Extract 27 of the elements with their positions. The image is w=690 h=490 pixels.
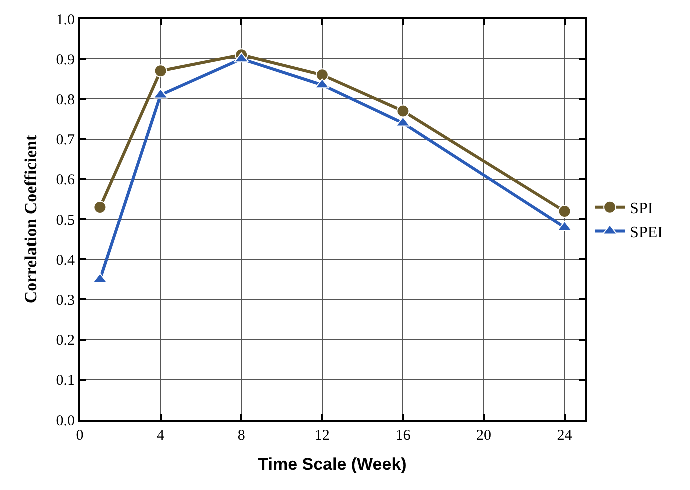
x-tick-label: 0: [76, 428, 84, 444]
point: [396, 104, 410, 118]
point: [154, 64, 168, 78]
point: [94, 200, 107, 214]
x-tick-label: 16: [396, 428, 412, 444]
x-tick-label: 12: [314, 428, 330, 444]
y-tick-label: 0.7: [56, 132, 76, 149]
y-tick-label: 0.9: [56, 52, 75, 68]
y-tick-label: 0.4: [56, 252, 76, 269]
y-tick-label: 0.2: [56, 333, 75, 350]
x-tick-label: 4: [157, 428, 166, 444]
y-tick-label: 0.0: [56, 413, 75, 430]
y-tick-label: 0.3: [56, 292, 75, 309]
legend-label: SPI: [630, 200, 654, 218]
x-tick-label: 8: [238, 428, 246, 444]
point: [316, 68, 329, 82]
legend-label: SPEI: [630, 224, 663, 242]
x-axis-title: Time Scale (Week): [258, 454, 407, 474]
point: [558, 204, 572, 218]
y-axis-title: Correlation Coefficient: [21, 135, 40, 304]
x-tick-label: 24: [557, 428, 573, 444]
y-tick-label: 0.5: [56, 212, 75, 229]
y-tick-label: 0.6: [56, 172, 76, 189]
x-tick-label: 20: [476, 428, 492, 444]
y-tick-label: 0.1: [56, 373, 75, 390]
y-tick-label: 0.8: [56, 92, 75, 108]
y-tick-label: 1.0: [56, 12, 75, 28]
